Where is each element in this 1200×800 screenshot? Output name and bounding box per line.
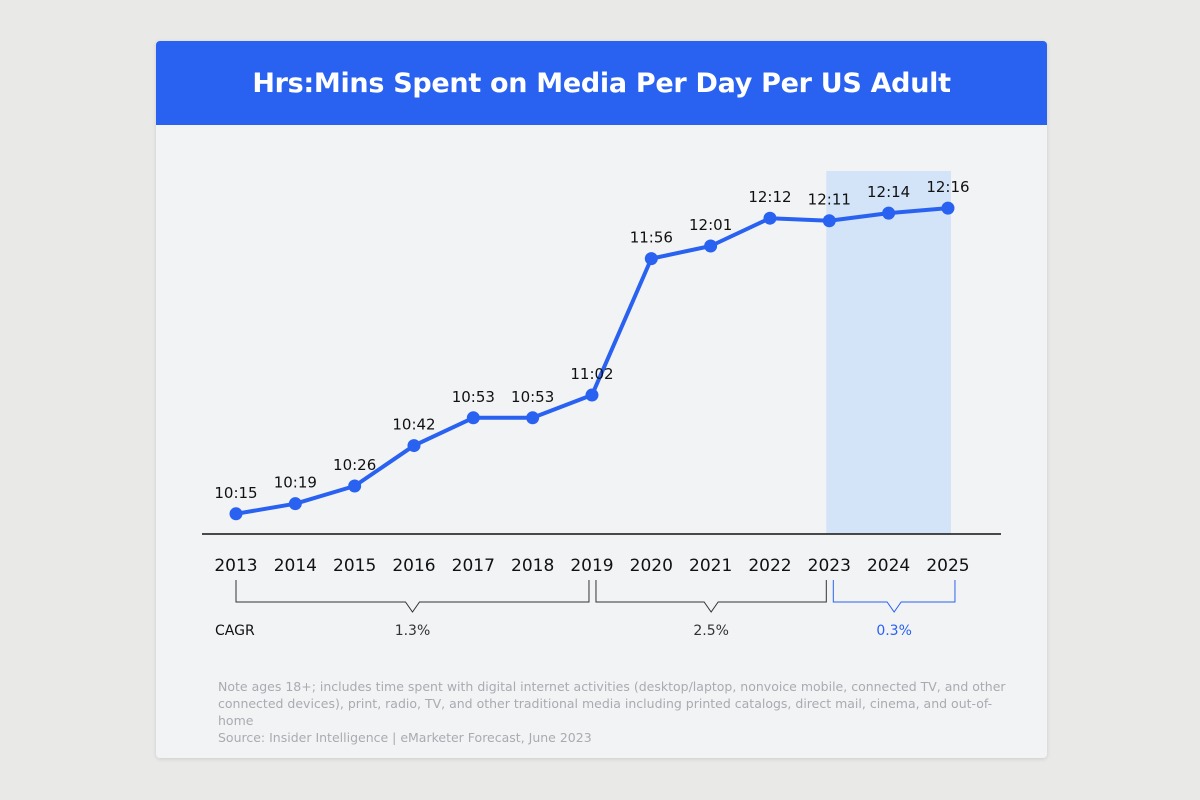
data-label: 10:53 <box>511 388 554 406</box>
x-tick-label: 2015 <box>333 556 376 576</box>
x-tick-label: 2017 <box>452 556 495 576</box>
data-label: 12:16 <box>926 178 969 196</box>
data-label: 12:14 <box>867 183 910 201</box>
data-point <box>822 214 836 228</box>
chart-header: Hrs:Mins Spent on Media Per Day Per US A… <box>156 41 1047 125</box>
data-point <box>882 206 896 220</box>
chart-notes: Note ages 18+; includes time spent with … <box>218 678 1018 746</box>
data-point <box>526 411 540 425</box>
data-point <box>407 439 421 453</box>
data-point <box>585 388 599 402</box>
chart-title: Hrs:Mins Spent on Media Per Day Per US A… <box>252 67 951 99</box>
x-tick-label: 2024 <box>867 556 910 576</box>
data-label: 10:15 <box>214 484 257 502</box>
data-label: 11:02 <box>570 365 613 383</box>
data-point <box>704 239 718 253</box>
data-point <box>288 497 302 511</box>
data-point <box>644 252 658 266</box>
data-point <box>348 479 362 493</box>
data-label: 10:42 <box>392 416 435 434</box>
cagr-value: 1.3% <box>395 623 431 639</box>
data-point <box>941 201 955 215</box>
forecast-highlight <box>826 171 951 534</box>
x-tick-label: 2013 <box>214 556 257 576</box>
cagr-bracket <box>832 580 956 613</box>
x-tick-label: 2019 <box>570 556 613 576</box>
source-text: Source: Insider Intelligence | eMarketer… <box>218 730 592 745</box>
data-label: 10:19 <box>274 474 317 492</box>
data-point <box>229 507 243 521</box>
cagr-bracket <box>595 580 827 613</box>
cagr-value: 2.5% <box>693 623 729 639</box>
data-label: 10:26 <box>333 456 376 474</box>
x-tick-label: 2025 <box>926 556 969 576</box>
data-point <box>466 411 480 425</box>
cagr-value: 0.3% <box>876 623 912 639</box>
cagr-label: CAGR <box>215 623 255 639</box>
x-tick-label: 2014 <box>274 556 317 576</box>
data-label: 12:12 <box>748 188 791 206</box>
data-label: 10:53 <box>452 388 495 406</box>
x-tick-label: 2018 <box>511 556 554 576</box>
note-text: Note ages 18+; includes time spent with … <box>218 679 1006 728</box>
x-tick-label: 2022 <box>748 556 791 576</box>
x-tick-label: 2021 <box>689 556 732 576</box>
data-label: 12:11 <box>808 191 851 209</box>
x-tick-label: 2020 <box>630 556 673 576</box>
cagr-bracket <box>235 580 590 613</box>
data-point <box>763 211 777 225</box>
data-label: 11:56 <box>630 229 673 247</box>
x-tick-label: 2023 <box>808 556 851 576</box>
data-label: 12:01 <box>689 216 732 234</box>
x-tick-label: 2016 <box>392 556 435 576</box>
